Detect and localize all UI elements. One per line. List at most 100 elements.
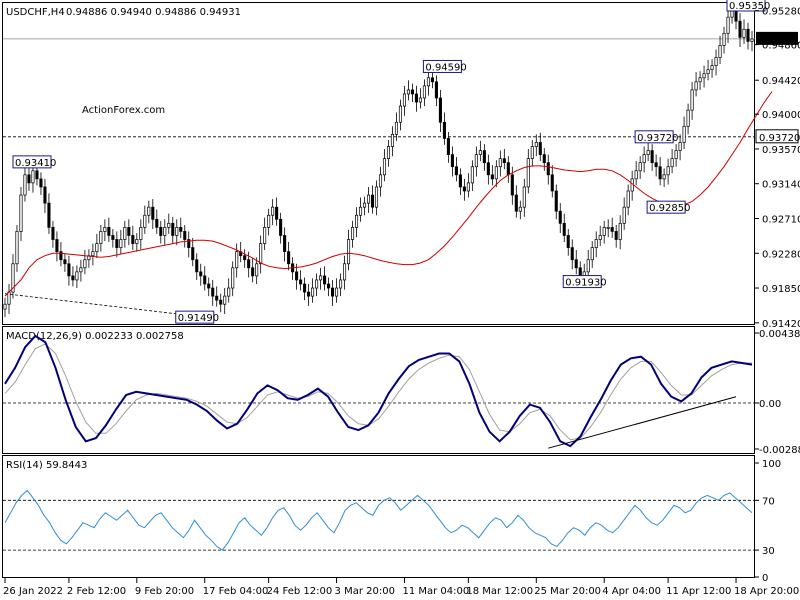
rsi-pane bbox=[2, 455, 755, 578]
time-axis-label: 18 Apr 20:00 bbox=[734, 586, 799, 597]
candle-body bbox=[271, 206, 275, 216]
time-axis-label: 11 Apr 12:00 bbox=[666, 586, 731, 597]
candle-body bbox=[95, 243, 99, 252]
candle-body bbox=[442, 121, 446, 139]
candle-body bbox=[678, 142, 682, 151]
candle-body bbox=[59, 251, 63, 261]
candle-body bbox=[215, 295, 219, 301]
rsi-axis-label: 70 bbox=[762, 496, 775, 507]
candle-body bbox=[378, 174, 383, 188]
price-annotation-text: 0.95350 bbox=[729, 1, 770, 12]
candle-body bbox=[670, 158, 674, 168]
candle-body bbox=[195, 259, 199, 273]
rsi-title: RSI(14) 59.8443 bbox=[6, 460, 87, 471]
candle-body bbox=[251, 267, 255, 277]
candle-body bbox=[11, 263, 15, 293]
candle-body bbox=[119, 239, 123, 248]
candle-body bbox=[658, 166, 662, 180]
time-axis-label: 24 Feb 12:00 bbox=[267, 586, 333, 597]
time-axis-label: 2 Feb 12:00 bbox=[67, 586, 126, 597]
candle-body bbox=[35, 170, 39, 180]
candle-body bbox=[339, 279, 343, 289]
candle-body bbox=[502, 158, 506, 164]
candle-body bbox=[191, 247, 195, 261]
candle-body bbox=[598, 235, 602, 240]
candle-body bbox=[287, 251, 291, 265]
candle-body bbox=[618, 222, 622, 240]
candle-body bbox=[558, 210, 562, 224]
price-axis-label: 0.94420 bbox=[762, 76, 800, 87]
price-annotation-box bbox=[175, 310, 215, 324]
price-annotations: 0.93410 0.91490 0.94590 0.91930 0.93720 0.928… bbox=[12, 0, 770, 324]
macd-title: MACD(12,26,9) 0.002233 0.002758 bbox=[6, 331, 184, 342]
macd-trendline bbox=[548, 396, 737, 449]
candle-body bbox=[726, 16, 730, 34]
price-annotation: 0.93410 bbox=[12, 155, 56, 169]
candle-body bbox=[594, 239, 598, 248]
candle-body bbox=[311, 287, 315, 297]
price-annotation-box bbox=[726, 0, 766, 12]
candle-body bbox=[554, 190, 558, 212]
macd-line bbox=[4, 334, 753, 448]
candle-body bbox=[135, 239, 139, 244]
candle-body bbox=[602, 227, 606, 236]
time-axis: 26 Jan 2022 2 Feb 12:00 9 Feb 20:00 17 Feb … bbox=[3, 578, 799, 597]
candle-body bbox=[275, 206, 279, 220]
candle-body bbox=[370, 194, 375, 208]
macd-axis: 0.004381 0.00 -0.002881 bbox=[755, 329, 800, 456]
candle-body bbox=[63, 259, 67, 265]
price-axis-label: 0.94860 bbox=[762, 41, 800, 52]
candle-body bbox=[458, 174, 462, 188]
candle-body bbox=[83, 259, 87, 269]
candle-body bbox=[303, 283, 307, 293]
candle-body bbox=[614, 231, 618, 240]
candle-body bbox=[219, 299, 223, 305]
candle-body bbox=[175, 227, 179, 236]
candle-body bbox=[550, 174, 554, 192]
candle-body bbox=[67, 263, 71, 277]
candle-body bbox=[682, 125, 686, 143]
candle-body bbox=[438, 97, 442, 123]
rsi-line bbox=[4, 489, 753, 551]
price-axis-label: 0.93140 bbox=[762, 180, 800, 191]
price-annotation-text: 0.94590 bbox=[425, 62, 466, 73]
time-axis-label: 3 Mar 20:00 bbox=[335, 586, 395, 597]
rsi-axis-label: 100 bbox=[762, 459, 781, 470]
candle-body bbox=[466, 182, 470, 192]
ma-line bbox=[4, 91, 773, 297]
candle-body bbox=[235, 251, 239, 269]
candle-body bbox=[578, 267, 582, 277]
time-axis-label: 9 Feb 20:00 bbox=[135, 586, 194, 597]
support-dashed-line bbox=[4, 293, 205, 318]
candle-body bbox=[666, 166, 670, 176]
price-annotation-text: 0.92850 bbox=[649, 203, 690, 214]
candle-body bbox=[259, 243, 263, 265]
price-axis: 0.95280 0.94860 0.94420 0.94000 0.93570 0.931… bbox=[755, 7, 800, 330]
last-price-label: 0.94931 bbox=[759, 35, 800, 46]
candle-body bbox=[402, 93, 407, 107]
candle-body bbox=[350, 227, 355, 240]
candle-body bbox=[494, 166, 498, 180]
moving-average-series bbox=[4, 91, 773, 297]
price-annotation: 0.91930 bbox=[562, 275, 607, 289]
rsi-series bbox=[4, 489, 753, 551]
candle-body bbox=[7, 291, 11, 305]
price-annotation: 0.92850 bbox=[646, 200, 690, 214]
candle-body bbox=[43, 186, 47, 204]
candle-body bbox=[426, 77, 430, 87]
price-axis-label: 0.92710 bbox=[762, 214, 800, 225]
candle-body bbox=[410, 89, 414, 95]
candle-body bbox=[646, 150, 650, 155]
time-axis-label: 18 Mar 12:00 bbox=[466, 586, 533, 597]
candle-body bbox=[394, 121, 399, 135]
candle-body bbox=[546, 162, 550, 176]
candle-body bbox=[390, 134, 395, 147]
candle-body bbox=[307, 291, 311, 297]
price-annotation: 0.91490 bbox=[175, 310, 219, 324]
candle-body bbox=[686, 109, 690, 127]
time-axis-label: 25 Mar 20:00 bbox=[534, 586, 601, 597]
candle-body bbox=[570, 247, 574, 261]
candle-body bbox=[358, 206, 363, 216]
candle-body bbox=[183, 231, 187, 240]
